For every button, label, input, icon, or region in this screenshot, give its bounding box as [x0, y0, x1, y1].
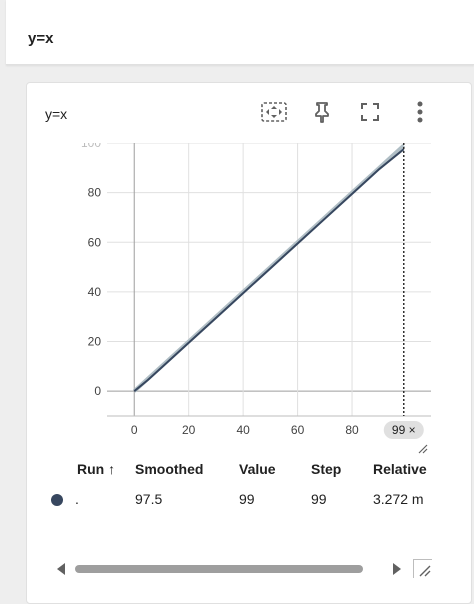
smoothed-series-line — [133, 148, 405, 392]
x-tick-label: 60 — [291, 423, 305, 437]
hover-label: 99 × — [392, 423, 416, 437]
line-chart[interactable]: 0 20 40 60 80 100 0 20 40 60 80 99 × — [27, 136, 471, 463]
x-tick-label: 80 — [345, 423, 359, 437]
fullscreen-button[interactable] — [355, 97, 385, 127]
scroll-right-icon[interactable] — [393, 563, 401, 575]
col-header-relative[interactable]: Relative — [373, 461, 427, 477]
x-tick-label: 0 — [131, 423, 138, 437]
resize-icon — [419, 565, 431, 577]
y-tick-label: 0 — [94, 384, 101, 398]
pin-icon — [315, 102, 329, 123]
cell-run: . — [75, 491, 79, 507]
resize-handle[interactable] — [413, 559, 432, 578]
cell-relative: 3.272 m — [373, 491, 424, 507]
cell-value: 99 — [239, 491, 255, 507]
pin-button[interactable] — [307, 97, 337, 127]
fit-domain-icon — [261, 102, 287, 122]
more-options-button[interactable] — [405, 97, 435, 127]
horizontal-scrollbar[interactable] — [45, 559, 415, 579]
col-header-step[interactable]: Step — [311, 461, 342, 477]
run-color-dot — [51, 494, 63, 506]
scrollbar-thumb[interactable] — [75, 565, 363, 573]
cell-smoothed: 97.5 — [135, 491, 163, 507]
y-tick-label: 20 — [88, 335, 102, 349]
scalar-card: y=x 0 20 40 60 80 100 0 20 40 60 80 99 × Run ↑ Smoo… — [26, 82, 472, 604]
col-header-run[interactable]: Run ↑ — [77, 461, 116, 477]
y-tick-label: 100 — [81, 143, 101, 150]
y-tick-label: 80 — [88, 186, 102, 200]
scroll-left-icon[interactable] — [57, 563, 65, 575]
chart-area[interactable]: 0 20 40 60 80 100 0 20 40 60 80 99 × — [27, 136, 471, 463]
col-header-smoothed[interactable]: Smoothed — [135, 461, 204, 477]
x-tick-label: 40 — [236, 423, 250, 437]
y-tick-label: 40 — [88, 285, 102, 299]
card-title: y=x — [45, 106, 68, 122]
fit-domain-button[interactable] — [259, 97, 289, 127]
y-tick-label: 60 — [88, 235, 102, 249]
x-tick-label: 20 — [182, 423, 196, 437]
chart-resize-icon — [418, 444, 428, 454]
page-title: y=x — [28, 30, 54, 47]
hover-label-bg — [383, 421, 424, 439]
header-bar: y=x — [6, 0, 474, 65]
cell-step: 99 — [311, 491, 327, 507]
fullscreen-icon — [361, 103, 379, 121]
col-header-value[interactable]: Value — [239, 461, 276, 477]
more-vert-icon — [417, 101, 423, 123]
